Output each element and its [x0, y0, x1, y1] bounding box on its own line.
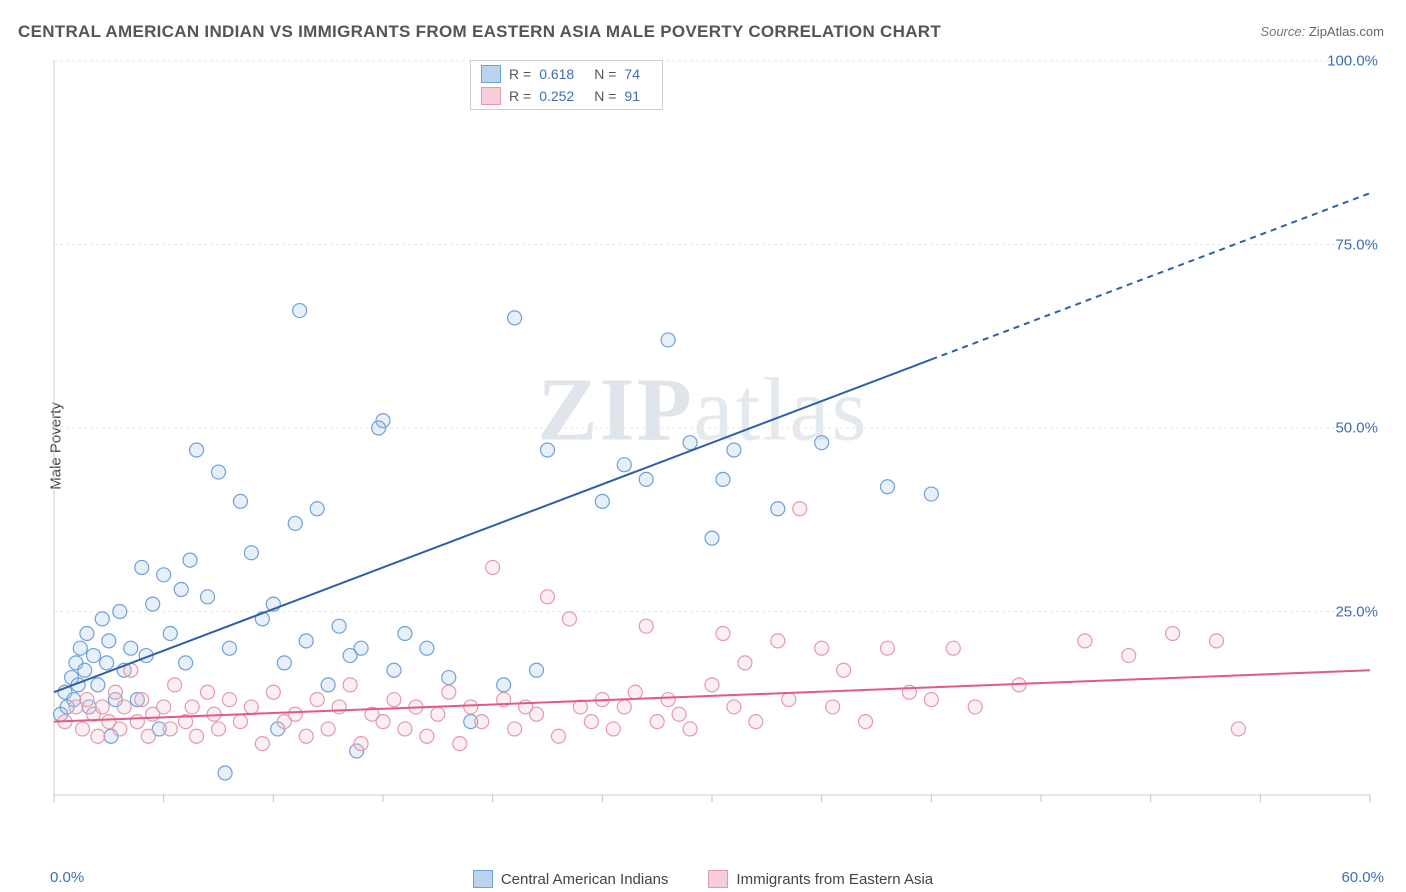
y-tick-label: 100.0%: [1327, 53, 1378, 70]
legend-label-pink: Immigrants from Eastern Asia: [736, 871, 933, 888]
n-value-pink: 91: [624, 88, 640, 104]
y-tick-label: 75.0%: [1335, 236, 1378, 253]
source-attribution: Source: ZipAtlas.com: [1260, 24, 1384, 39]
swatch-pink: [481, 87, 501, 105]
n-value-blue: 74: [624, 66, 640, 82]
y-tick-label: 25.0%: [1335, 603, 1378, 620]
series-legend: Central American Indians Immigrants from…: [0, 870, 1406, 888]
legend-label-blue: Central American Indians: [501, 871, 669, 888]
r-value-blue: 0.618: [539, 66, 574, 82]
correlation-row-blue: R = 0.618 N = 74: [471, 63, 662, 85]
correlation-row-pink: R = 0.252 N = 91: [471, 85, 662, 107]
swatch-pink-bottom: [708, 870, 728, 888]
y-tick-label: 50.0%: [1335, 420, 1378, 437]
swatch-blue-bottom: [473, 870, 493, 888]
correlation-legend: R = 0.618 N = 74 R = 0.252 N = 91: [470, 60, 663, 110]
n-label: N =: [594, 66, 616, 82]
n-label: N =: [594, 88, 616, 104]
chart-title: CENTRAL AMERICAN INDIAN VS IMMIGRANTS FR…: [18, 22, 941, 42]
legend-item-pink: Immigrants from Eastern Asia: [708, 870, 933, 888]
scatter-plot: [50, 55, 1380, 825]
legend-item-blue: Central American Indians: [473, 870, 669, 888]
source-value: ZipAtlas.com: [1309, 24, 1384, 39]
r-label: R =: [509, 66, 531, 82]
source-label: Source:: [1260, 24, 1305, 39]
r-value-pink: 0.252: [539, 88, 574, 104]
swatch-blue: [481, 65, 501, 83]
r-label: R =: [509, 88, 531, 104]
